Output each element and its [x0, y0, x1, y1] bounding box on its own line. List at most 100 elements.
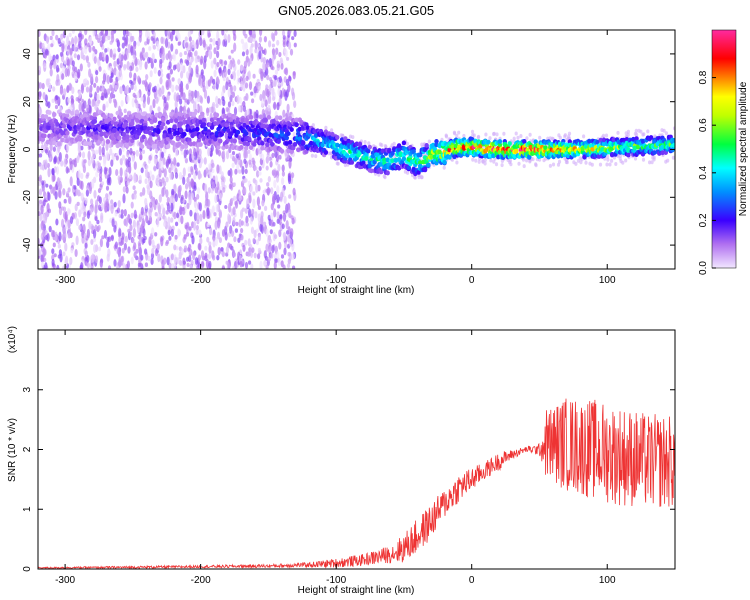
heatmap-noise-cell — [267, 104, 271, 112]
heatmap-noise-cell — [89, 206, 93, 215]
heatmap-noise-cell — [234, 168, 238, 175]
heatmap-band-cell — [434, 139, 439, 144]
heatmap-noise-cell — [62, 188, 66, 196]
heatmap-band-cell — [533, 139, 538, 145]
heatmap-noise-cell — [258, 171, 262, 176]
heatmap-noise-cell — [250, 226, 255, 234]
heatmap-noise-cell — [250, 184, 254, 194]
heatmap-noise-cell — [237, 237, 241, 243]
heatmap-noise-cell — [139, 30, 143, 38]
heatmap-noise-cell — [528, 132, 532, 137]
heatmap-noise-cell — [225, 150, 230, 160]
heatmap-band-cell — [422, 167, 428, 173]
heatmap-band-cell — [289, 149, 294, 155]
heatmap-noise-cell — [330, 128, 334, 133]
heatmap-band-cell — [99, 136, 104, 142]
heatmap-noise-cell — [135, 66, 139, 72]
heatmap-noise-cell — [177, 32, 181, 43]
heatmap-band-cell — [224, 122, 229, 128]
heatmap-noise-cell — [137, 262, 141, 267]
heatmap-noise-cell — [221, 30, 225, 36]
heatmap-noise-cell — [158, 194, 162, 203]
heatmap-noise-cell — [243, 158, 247, 164]
heatmap-noise-cell — [213, 212, 217, 217]
heatmap-band-cell — [200, 111, 205, 117]
heatmap-noise-cell — [80, 172, 84, 180]
heatmap-noise-cell — [502, 131, 506, 136]
heatmap-noise-cell — [183, 50, 188, 56]
heatmap-noise-cell — [59, 51, 64, 57]
heatmap-noise-cell — [182, 167, 186, 177]
heatmap-noise-cell — [63, 198, 67, 204]
heatmap-noise-cell — [130, 201, 134, 209]
heatmap-noise-cell — [159, 61, 163, 69]
heatmap-noise-cell — [383, 144, 387, 148]
heatmap-noise-cell — [584, 160, 588, 165]
heatmap-noise-cell — [216, 61, 220, 68]
heatmap-noise-cell — [91, 99, 95, 107]
heatmap-noise-cell — [86, 184, 90, 191]
heatmap-noise-cell — [78, 40, 82, 49]
heatmap-noise-cell — [86, 210, 90, 219]
heatmap-noise-cell — [130, 256, 134, 265]
heatmap-noise-cell — [256, 170, 260, 178]
heatmap-noise-cell — [118, 148, 122, 156]
heatmap-band-cell — [309, 140, 314, 146]
heatmap-noise-cell — [253, 229, 257, 239]
heatmap-noise-cell — [206, 107, 210, 114]
heatmap-noise-cell — [177, 41, 181, 46]
heatmap-noise-cell — [49, 35, 53, 41]
heatmap-noise-cell — [271, 152, 275, 159]
heatmap-noise-cell — [170, 43, 174, 52]
heatmap-noise-cell — [129, 224, 133, 232]
heatmap-noise-cell — [160, 203, 164, 210]
heatmap-band-cell — [99, 131, 104, 137]
heatmap-noise-cell — [248, 30, 253, 36]
heatmap-noise-cell — [200, 250, 205, 259]
heatmap-noise-cell — [149, 170, 153, 178]
heatmap-noise-cell — [272, 193, 276, 204]
heatmap-band-cell — [596, 154, 602, 159]
heatmap-noise-cell — [140, 223, 144, 233]
heatmap-noise-cell — [232, 182, 237, 187]
heatmap-band-cell — [252, 142, 257, 147]
heatmap-noise-cell — [177, 78, 181, 83]
heatmap-noise-cell — [633, 156, 638, 161]
heatmap-noise-cell — [60, 162, 64, 167]
heatmap-noise-cell — [263, 260, 267, 267]
heatmap-noise-cell — [495, 132, 499, 137]
heatmap-noise-cell — [144, 197, 148, 206]
heatmap-band-cell — [206, 131, 211, 137]
heatmap-noise-cell — [115, 155, 119, 161]
heatmap-noise-cell — [244, 261, 249, 269]
heatmap-noise-cell — [103, 158, 107, 167]
heatmap-noise-cell — [128, 164, 132, 175]
heatmap-noise-cell — [61, 218, 65, 228]
heatmap-noise-cell — [78, 224, 82, 231]
heatmap-noise-cell — [123, 242, 127, 251]
heatmap-noise-cell — [88, 87, 92, 96]
heatmap-noise-cell — [225, 81, 229, 91]
heatmap-noise-cell — [166, 93, 170, 101]
heatmap-noise-cell — [247, 238, 251, 247]
heatmap-noise-cell — [55, 95, 59, 100]
heatmap-noise-cell — [58, 152, 62, 162]
heatmap-noise-cell — [122, 186, 126, 193]
heatmap-noise-cell — [216, 255, 220, 261]
heatmap-noise-cell — [483, 158, 487, 163]
heatmap-noise-cell — [226, 262, 230, 269]
heatmap-noise-cell — [114, 211, 118, 217]
heatmap-noise-cell — [494, 162, 499, 167]
heatmap-noise-cell — [252, 191, 256, 196]
heatmap-noise-cell — [41, 42, 45, 49]
heatmap-noise-cell — [171, 77, 175, 82]
heatmap-noise-cell — [224, 205, 228, 209]
heatmap-band-cell — [152, 117, 158, 123]
heatmap-noise-cell — [214, 194, 218, 204]
heatmap-noise-cell — [633, 131, 638, 136]
heatmap-noise-cell — [74, 203, 78, 212]
heatmap-noise-cell — [108, 96, 112, 104]
heatmap-noise-cell — [133, 190, 137, 195]
heatmap-noise-cell — [126, 180, 130, 186]
heatmap-noise-cell — [123, 64, 127, 69]
